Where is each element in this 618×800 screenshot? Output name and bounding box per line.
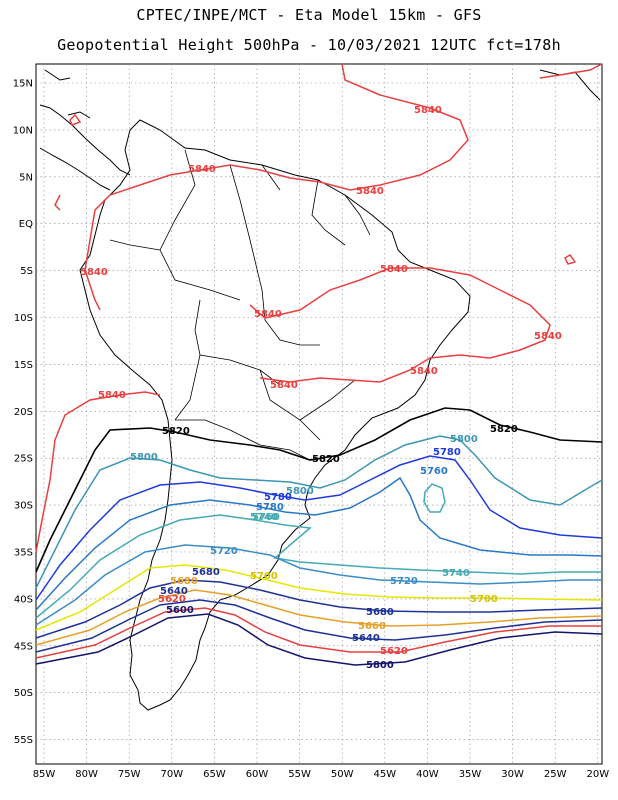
- longitude-tick-label: 85W: [33, 769, 56, 780]
- contour-label: 5740: [250, 512, 278, 523]
- contour-label: 5820: [312, 454, 340, 465]
- caribbean-islands: [44, 69, 601, 119]
- contour-5820: [35, 407, 603, 573]
- contour-label: 5760: [252, 512, 280, 523]
- latitude-tick-label: 55S: [14, 735, 33, 746]
- contour-5800: [35, 435, 603, 589]
- latitude-tick-label: 35S: [14, 548, 33, 559]
- contour-label: 5800: [366, 660, 394, 671]
- longitude-tick-label: 25W: [544, 769, 567, 780]
- contour-5660: [35, 589, 603, 646]
- latitude-tick-label: 15S: [14, 360, 33, 371]
- contour-5840-west: [35, 391, 161, 553]
- map-frame: [35, 63, 603, 765]
- longitude-axis: 85W 80W 75W 70W 65W 60W 55W 50W 45W 40W 35W 30W 25W 2…: [33, 769, 610, 780]
- central-america-coast: [39, 104, 131, 191]
- contour-label: 5780: [256, 502, 284, 513]
- height-contours: [35, 63, 603, 666]
- contour-label: 5700: [250, 571, 278, 582]
- contour-label: 5840: [254, 309, 282, 320]
- map-title-line1: CPTEC/INPE/MCT - Eta Model 15km - GFS: [136, 6, 482, 24]
- contour-label: 5820: [162, 426, 190, 437]
- latitude-tick-label: 5S: [20, 266, 33, 277]
- country-borders: [109, 149, 371, 461]
- contour-label: 5640: [160, 586, 188, 597]
- contour-label: 5840: [380, 264, 408, 275]
- contour-5720: [35, 544, 602, 626]
- contour-label: 5840: [270, 380, 298, 391]
- contour-label: 5600: [166, 605, 194, 616]
- contour-5840-north: [84, 63, 469, 311]
- contour-label: 5840: [410, 366, 438, 377]
- contour-label: 5780: [433, 447, 461, 458]
- contour-label: 5680: [170, 576, 198, 587]
- latitude-tick-label: 10S: [14, 313, 33, 324]
- longitude-tick-label: 40W: [416, 769, 439, 780]
- contour-5680: [35, 579, 603, 639]
- contour-labels: 5840 5840 5840 5840 5840 5840 5840 5840 …: [80, 105, 562, 671]
- contour-label: 5700: [470, 594, 498, 605]
- contour-label: 5680: [192, 567, 220, 578]
- contour-label: 5620: [380, 646, 408, 657]
- latitude-tick-label: 30S: [14, 501, 33, 512]
- coastlines: [39, 69, 601, 711]
- longitude-tick-label: 80W: [75, 769, 98, 780]
- contour-5700: [35, 564, 603, 631]
- longitude-tick-label: 65W: [203, 769, 226, 780]
- map-title-line2: Geopotential Height 500hPa - 10/03/2021 …: [57, 36, 561, 54]
- longitude-tick-label: 20W: [586, 769, 609, 780]
- contour-label: 5820: [490, 424, 518, 435]
- contour-label: 5720: [390, 576, 418, 587]
- contour-label: 5840: [80, 267, 108, 278]
- contour-label: 5740: [442, 568, 470, 579]
- contour-label: 5840: [356, 186, 384, 197]
- latitude-tick-label: 25S: [14, 454, 33, 465]
- contour-label: 5720: [210, 546, 238, 557]
- latitude-tick-label: 40S: [14, 594, 33, 605]
- longitude-tick-label: 30W: [501, 769, 524, 780]
- longitude-tick-label: 35W: [459, 769, 482, 780]
- latitude-axis: 15N 10N 5N EQ 5S 10S 15S 20S 25S 30S 35S 40S 45S 50S 5…: [13, 79, 33, 747]
- contour-label: 5840: [98, 390, 126, 401]
- latitude-tick-label: 20S: [14, 407, 33, 418]
- latitude-tick-label: 15N: [13, 79, 33, 90]
- longitude-tick-label: 55W: [288, 769, 311, 780]
- south-america-coast: [79, 119, 471, 711]
- contour-5640: [35, 599, 603, 653]
- longitude-tick-label: 60W: [246, 769, 269, 780]
- contour-5840-small: [54, 113, 577, 265]
- latitude-tick-label: 45S: [14, 641, 33, 652]
- latitude-tick-label: EQ: [19, 219, 33, 230]
- contour-5740: [35, 514, 602, 619]
- contour-label: 5840: [414, 105, 442, 116]
- contour-label: 5660: [358, 621, 386, 632]
- contour-5840-northeast: [539, 63, 603, 79]
- latitude-tick-label: 5N: [19, 172, 33, 183]
- contour-5600: [35, 613, 603, 666]
- latitude-tick-label: 10N: [13, 125, 33, 136]
- latitude-tick-label: 50S: [14, 688, 33, 699]
- contour-5760: [35, 476, 603, 611]
- contour-5760-closed: [423, 483, 446, 513]
- contour-label: 5620: [158, 594, 186, 605]
- longitude-tick-label: 45W: [373, 769, 396, 780]
- contour-5840-brazil: [249, 267, 551, 383]
- contour-label: 5800: [130, 452, 158, 463]
- longitude-tick-label: 75W: [118, 769, 141, 780]
- contour-label: 5840: [188, 164, 216, 175]
- contour-label: 5640: [352, 633, 380, 644]
- contour-label: 5800: [286, 486, 314, 497]
- graticule: [36, 64, 602, 764]
- longitude-tick-label: 50W: [331, 769, 354, 780]
- contour-5780: [35, 455, 603, 601]
- longitude-tick-label: 70W: [160, 769, 183, 780]
- contour-label: 5760: [420, 466, 448, 477]
- contour-5620: [35, 607, 602, 659]
- contour-label: 5800: [450, 434, 478, 445]
- contour-label: 5840: [534, 331, 562, 342]
- contour-label: 5680: [366, 607, 394, 618]
- contour-label: 5780: [264, 492, 292, 503]
